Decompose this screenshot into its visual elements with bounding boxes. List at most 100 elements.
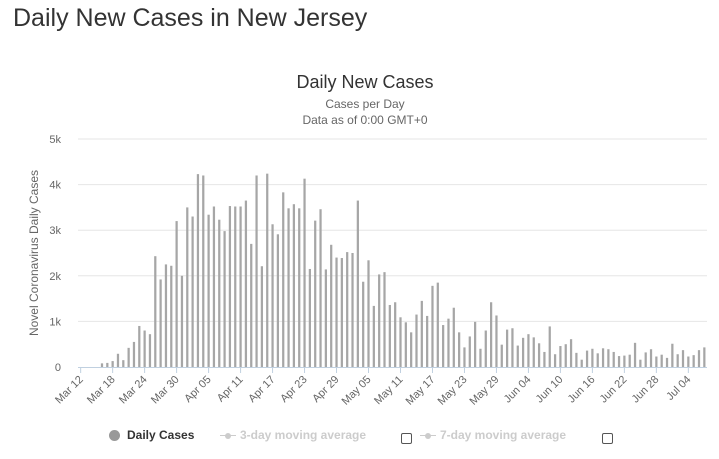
bar	[282, 192, 285, 367]
bar	[335, 257, 338, 367]
bar	[191, 216, 194, 367]
y-axis-ticks: 0 1k 2k 3k 4k 5k	[49, 134, 61, 374]
bars	[100, 173, 706, 367]
bar	[521, 337, 525, 367]
bar	[303, 178, 306, 367]
bar	[351, 253, 354, 367]
chart-subtitle-2: Data as of 0:00 GMT+0	[302, 113, 427, 127]
x-tick-label: Mar 18	[85, 374, 118, 407]
y-axis-title: Novel Coronavirus Daily Cases	[27, 170, 41, 336]
bar	[143, 330, 146, 367]
x-tick-label: Jun 10	[534, 374, 566, 406]
bar	[356, 200, 359, 367]
bar	[159, 279, 162, 367]
bar	[148, 334, 152, 367]
bar	[676, 354, 679, 367]
x-tick-label: May 05	[340, 374, 374, 408]
bar	[505, 329, 509, 367]
bar	[532, 337, 535, 367]
bar	[207, 214, 210, 367]
bar	[228, 206, 232, 367]
bar	[575, 352, 578, 367]
x-tick-label: Mar 30	[149, 374, 182, 407]
legend-item-3-day[interactable]: 3-day moving average	[220, 428, 366, 442]
x-tick-label: Jun 22	[598, 374, 630, 406]
x-tick-label: May 23	[436, 374, 470, 408]
bar	[100, 363, 104, 367]
bar	[394, 302, 397, 367]
legend-item-daily-cases[interactable]: Daily Cases	[109, 428, 194, 442]
x-tick-label: Mar 12	[53, 374, 86, 407]
bar	[687, 356, 690, 367]
bar	[292, 204, 296, 367]
bar	[596, 353, 599, 367]
bar	[202, 175, 205, 367]
bar	[639, 359, 642, 367]
bar	[495, 315, 498, 367]
bar	[580, 359, 583, 367]
chart: Daily New Cases Cases per Day Data as of…	[27, 72, 707, 408]
bar	[484, 330, 487, 367]
bar	[644, 352, 647, 367]
bar	[244, 200, 248, 367]
bar	[655, 356, 658, 367]
x-tick-label: May 29	[468, 374, 502, 408]
legend-label-daily: Daily Cases	[127, 428, 195, 442]
bar	[447, 318, 450, 367]
x-tick-label: May 11	[372, 374, 405, 407]
bar	[399, 317, 402, 367]
legend-marker-7-day	[420, 430, 436, 441]
bar	[186, 207, 189, 367]
checkbox-3-day-average[interactable]	[401, 433, 412, 444]
bar	[271, 224, 274, 367]
bar	[431, 285, 434, 367]
bar	[559, 346, 562, 367]
bar	[324, 269, 327, 367]
bar	[426, 315, 429, 367]
legend-item-7-day[interactable]: 7-day moving average	[420, 428, 566, 442]
bar	[500, 344, 503, 367]
x-axis-ticks: Mar 12 Mar 18 Mar 24 Mar 30 Apr 05 Apr 11 Apr …	[53, 367, 693, 408]
bar	[516, 345, 519, 367]
bar	[111, 361, 114, 367]
bar	[607, 349, 610, 367]
bar	[175, 221, 178, 367]
x-tick-label: Apr 11	[215, 374, 246, 405]
bar	[665, 357, 669, 367]
chart-title: Daily New Cases	[296, 72, 433, 92]
checkbox-7-day-average[interactable]	[602, 433, 613, 444]
x-tick-label: Mar 24	[117, 374, 150, 407]
bar	[527, 334, 530, 367]
y-tick-label: 0	[55, 362, 61, 374]
bar	[463, 347, 466, 367]
bar	[697, 350, 701, 367]
y-tick-label: 2k	[49, 271, 61, 283]
bar	[127, 347, 130, 367]
bar	[692, 355, 695, 367]
y-tick-label: 5k	[49, 134, 61, 146]
bar	[537, 343, 541, 367]
bar	[362, 281, 365, 367]
legend-label-3-day: 3-day moving average	[240, 428, 367, 442]
bar	[250, 243, 253, 367]
bar	[436, 282, 439, 367]
bar	[628, 354, 631, 367]
bar	[458, 332, 461, 367]
y-tick-label: 1k	[49, 316, 61, 328]
bar	[591, 348, 594, 367]
bar	[180, 275, 184, 367]
bar	[314, 220, 317, 367]
bar	[223, 231, 226, 367]
chart-subtitle-1: Cases per Day	[325, 97, 404, 111]
x-tick-label: Jun 28	[630, 374, 662, 406]
bar	[601, 348, 605, 367]
bar	[330, 244, 333, 367]
bar	[218, 219, 221, 367]
x-tick-label: May 17	[404, 374, 438, 408]
bar	[490, 302, 493, 367]
bar	[170, 265, 173, 367]
y-tick-label: 3k	[49, 225, 61, 237]
legend-label-7-day: 7-day moving average	[440, 428, 567, 442]
x-tick-label: Apr 23	[278, 374, 309, 405]
bar	[308, 268, 311, 367]
